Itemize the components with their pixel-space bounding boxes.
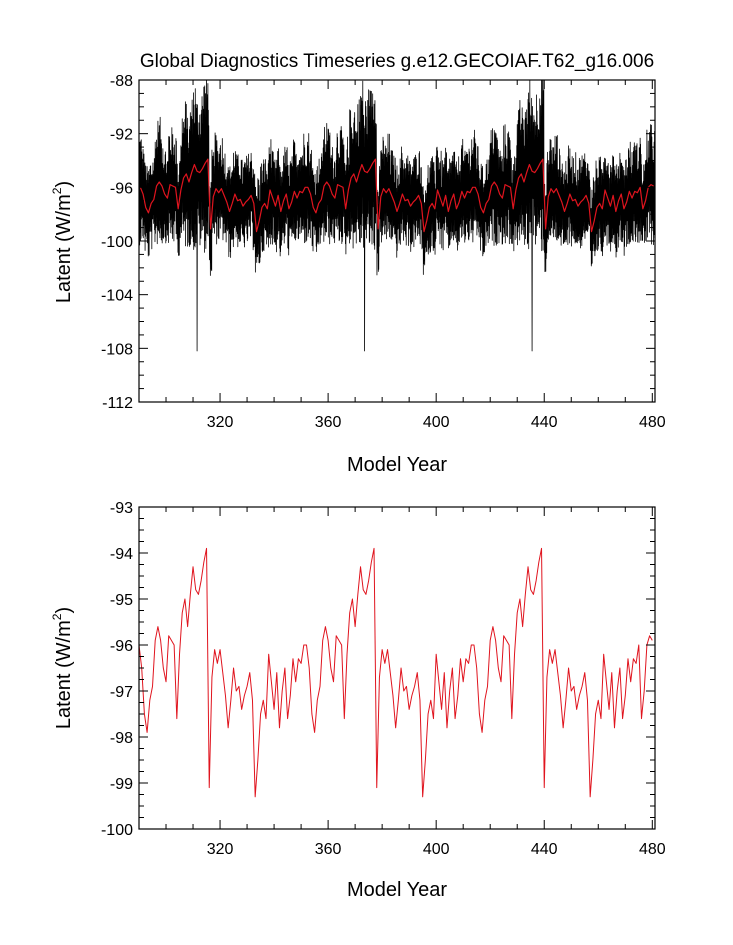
bottom-x-tick-labels: 320 360 400 440 480 xyxy=(207,841,666,858)
top-xtick-label: 320 xyxy=(207,414,234,431)
top-y-label-sup: 2 xyxy=(50,187,64,194)
bottom-ytick-label: -98 xyxy=(110,730,133,747)
bottom-annual-line xyxy=(138,547,653,798)
bottom-panel: -100 -99 -98 -97 -96 -95 -94 -93 320 360 400 440 48… xyxy=(50,500,666,901)
bottom-ytick-label: -97 xyxy=(110,684,133,701)
bottom-ytick-label: -95 xyxy=(110,592,133,609)
top-ytick-label: -104 xyxy=(101,288,133,305)
top-annual-series xyxy=(139,158,654,233)
bottom-y-label-main: Latent (W/m xyxy=(53,620,75,729)
top-y-tick-labels: -112 -108 -104 -100 -96 -92 -88 xyxy=(101,73,133,412)
top-ytick-label: -96 xyxy=(110,180,133,197)
top-ytick-label: -88 xyxy=(110,73,133,90)
top-ytick-label: -112 xyxy=(102,395,133,412)
figure-title: Global Diagnostics Timeseries g.e12.GECO… xyxy=(140,51,654,72)
bottom-xtick-label: 400 xyxy=(423,841,450,858)
top-plot-area xyxy=(139,80,655,352)
top-xtick-label: 480 xyxy=(639,414,666,431)
top-monthly-series xyxy=(139,80,655,352)
top-y-label-close: ) xyxy=(53,181,75,188)
top-x-axis-label: Model Year xyxy=(347,454,447,476)
bottom-plot-frame xyxy=(138,506,656,830)
bottom-ytick-label: -100 xyxy=(101,822,133,839)
bottom-x-axis-label: Model Year xyxy=(347,879,447,901)
bottom-xtick-label: 440 xyxy=(531,841,558,858)
top-y-axis-label: Latent (W/m2) xyxy=(50,181,75,303)
top-xtick-label: 360 xyxy=(315,414,342,431)
top-axis-ticks xyxy=(139,79,655,403)
top-annual-line xyxy=(139,158,654,233)
bottom-ytick-label: -94 xyxy=(110,546,133,563)
top-ytick-label: -108 xyxy=(101,341,133,358)
top-xtick-label: 400 xyxy=(423,414,450,431)
top-ytick-label: -92 xyxy=(110,127,133,144)
bottom-xtick-label: 360 xyxy=(315,841,342,858)
top-panel: -112 -108 -104 -100 -96 -92 -88 320 360 400 440 48… xyxy=(50,73,666,476)
bottom-ytick-label: -96 xyxy=(110,638,133,655)
bottom-plot-area xyxy=(138,547,653,798)
top-monthly-line xyxy=(139,80,655,352)
top-xtick-label: 440 xyxy=(531,414,558,431)
top-x-tick-labels: 320 360 400 440 480 xyxy=(207,414,666,431)
bottom-xtick-label: 320 xyxy=(207,841,234,858)
bottom-y-label-close: ) xyxy=(53,607,75,614)
bottom-xtick-label: 480 xyxy=(639,841,666,858)
top-y-label-main: Latent (W/m xyxy=(53,194,75,303)
bottom-ytick-label: -99 xyxy=(110,776,133,793)
top-ytick-label: -100 xyxy=(101,234,133,251)
bottom-ytick-label: -93 xyxy=(110,500,133,517)
bottom-annual-series xyxy=(138,547,653,798)
bottom-y-axis-label: Latent (W/m2) xyxy=(50,607,75,729)
bottom-y-tick-labels: -100 -99 -98 -97 -96 -95 -94 -93 xyxy=(101,500,133,839)
bottom-axis-ticks xyxy=(139,506,655,830)
bottom-y-label-sup: 2 xyxy=(50,613,64,620)
